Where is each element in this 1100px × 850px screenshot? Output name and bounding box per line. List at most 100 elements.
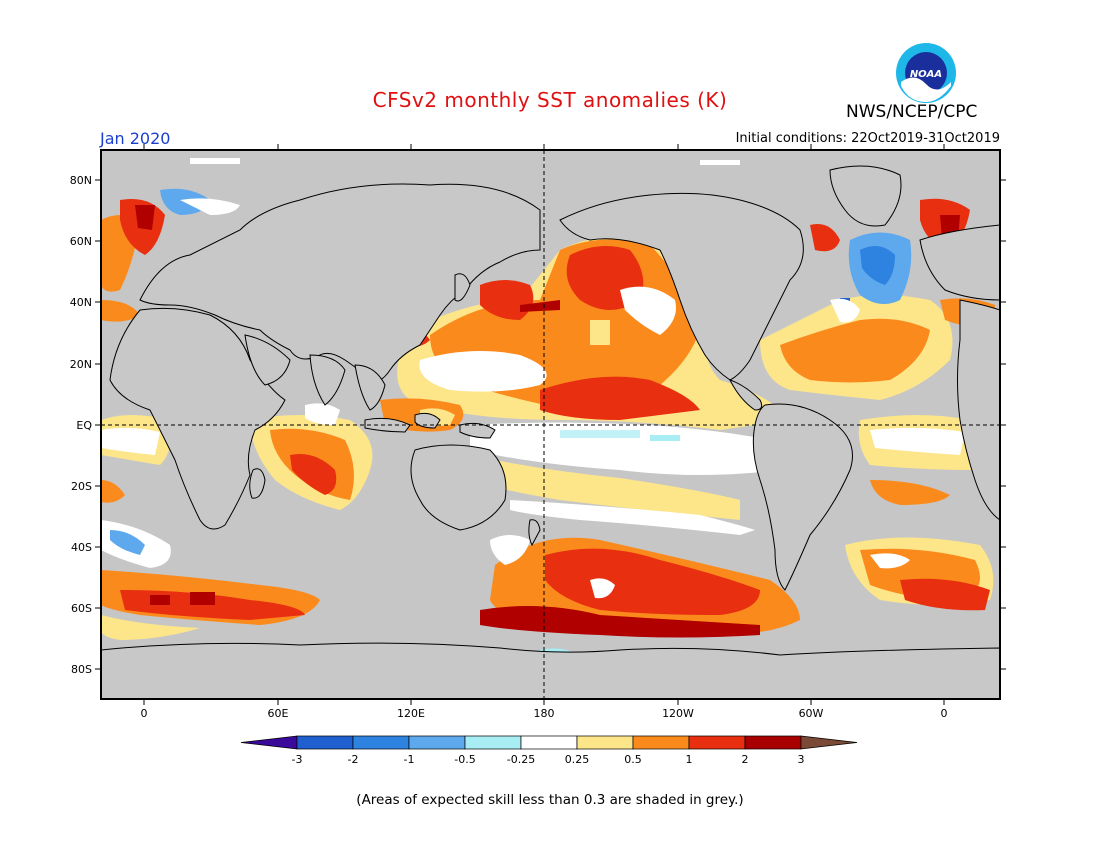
colorbar-label: -0.25 (507, 753, 535, 766)
neutral-patch (870, 427, 965, 455)
lat-tick: 80S (71, 663, 1006, 676)
colorbar-labels: -3 -2 -1 -0.5 -0.25 0.25 0.5 1 2 3 (292, 753, 805, 766)
neutral-patch (620, 286, 676, 335)
very-warm-patch (480, 606, 760, 638)
colorbar-arrow-high (800, 735, 858, 750)
africa-east-edge (957, 299, 1000, 521)
latitude-axis: 80N 60N 40N 20N EQ 20S 40S 60S (70, 174, 1006, 676)
neutral-patch (419, 351, 547, 392)
lat-label: 20S (71, 480, 92, 493)
very-warm-patch (150, 592, 215, 605)
europe-east-edge (919, 224, 1000, 301)
colorbar-segment (576, 735, 634, 750)
indochina (354, 364, 386, 411)
colorbar-segment (352, 735, 410, 750)
colorbar-segment (632, 735, 690, 750)
warm-anomaly-patch (780, 318, 930, 383)
colorbar-label: 0.25 (565, 753, 590, 766)
lon-tick: 0 (141, 144, 148, 720)
neutral-patch (101, 427, 160, 455)
continents (101, 165, 1000, 699)
longitude-axis: 0 60E 120E 180 120W 60W 0 (141, 144, 948, 720)
antarctica (101, 642, 1000, 699)
strong-warm-patch (540, 376, 700, 420)
lat-label: EQ (76, 419, 92, 432)
neutral-patch (700, 160, 740, 165)
lat-tick: EQ (76, 419, 1006, 432)
cool-anomaly-patch (110, 530, 145, 555)
colorbar-segment (744, 735, 802, 750)
colorbar-label: -0.5 (454, 753, 475, 766)
neutral-patch (870, 553, 910, 569)
borneo (414, 412, 441, 429)
lon-label: 120E (397, 707, 425, 720)
lon-label: 0 (941, 707, 948, 720)
neutral-patch (490, 535, 530, 565)
colorbar-segment (520, 735, 578, 750)
cool-anomaly-patch (860, 246, 895, 285)
very-warm-patch (520, 300, 560, 312)
colorbar-segment (688, 735, 746, 750)
lon-tick: 120E (397, 144, 425, 720)
strong-warm-patch (900, 578, 990, 611)
colorbar-label: -3 (292, 753, 303, 766)
warm-anomaly-patch (101, 615, 200, 640)
neutral-patch (470, 422, 780, 475)
noaa-logo: NOAA (896, 43, 956, 103)
india (309, 354, 346, 406)
strong-warm-patch (290, 454, 337, 495)
lat-tick: 40S (71, 541, 1006, 554)
lat-label: 60S (71, 602, 92, 615)
lat-tick: 60N (70, 235, 1006, 248)
north-america (559, 192, 804, 381)
colorbar-label: 2 (742, 753, 749, 766)
lat-tick: 80N (70, 174, 1006, 187)
warm-anomaly-patch (870, 480, 950, 505)
lat-label: 80S (71, 663, 92, 676)
new-zealand (528, 519, 541, 547)
new-guinea (459, 422, 496, 439)
warm-anomaly-patch (101, 480, 125, 503)
lon-label: 120W (662, 707, 694, 720)
eurasia (139, 183, 541, 382)
colorbar-label: 1 (686, 753, 693, 766)
neutral-patch (590, 578, 615, 599)
warm-anomaly-patch (470, 455, 740, 520)
cool-anomaly-patch (560, 430, 640, 438)
colorbar-segment (464, 735, 522, 750)
colorbar-segment (408, 735, 466, 750)
lon-label: 180 (534, 707, 555, 720)
australia (410, 444, 507, 531)
colorbar-label: -1 (404, 753, 415, 766)
warm-anomaly-patch (590, 320, 610, 345)
lon-label: 0 (141, 707, 148, 720)
africa (109, 307, 286, 530)
colorbar-arrow-low (240, 735, 298, 750)
lat-tick: 40N (70, 296, 1006, 309)
lat-label: 40S (71, 541, 92, 554)
strong-warm-patch (810, 224, 840, 252)
neutral-patch (180, 198, 240, 215)
skill-footnote: (Areas of expected skill less than 0.3 a… (356, 792, 744, 808)
madagascar (249, 468, 266, 499)
lon-tick: 0 (941, 144, 948, 720)
colorbar-segments (240, 735, 858, 750)
central-america (729, 379, 763, 411)
initial-conditions: Initial conditions: 22Oct2019-31Oct2019 (735, 131, 1000, 146)
colorbar-label: 3 (798, 753, 805, 766)
logo-text: NOAA (910, 69, 942, 80)
lat-tick: 60S (71, 602, 1006, 615)
greenland (829, 165, 902, 227)
organization-label: NWS/NCEP/CPC (846, 102, 978, 122)
arabia (244, 334, 291, 386)
colorbar-label: 0.5 (624, 753, 642, 766)
lon-label: 60E (268, 707, 289, 720)
warm-anomaly-patch (101, 300, 140, 322)
neutral-patch (305, 403, 340, 425)
lat-label: 20N (70, 358, 92, 371)
japan (454, 273, 471, 302)
lat-tick: 20N (70, 358, 1006, 371)
indonesia (364, 417, 411, 433)
neutral-patch (830, 298, 860, 323)
lon-label: 60W (799, 707, 824, 720)
